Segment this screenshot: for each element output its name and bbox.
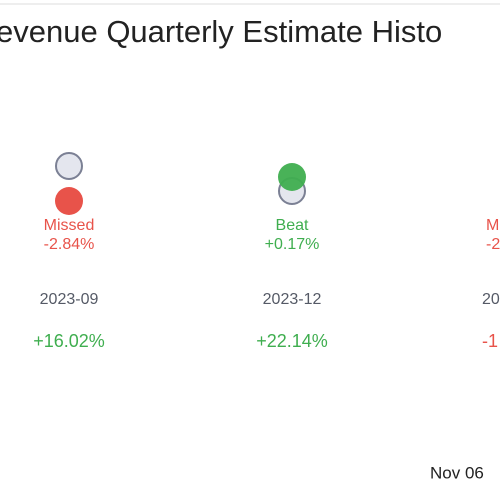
date: 20 — [482, 291, 500, 308]
actual-dot — [55, 187, 83, 215]
date: 2023-12 — [263, 291, 322, 308]
surprise: -2 — [486, 236, 500, 253]
footer-date: Nov 06 — [430, 463, 484, 482]
status: Missed — [44, 217, 95, 234]
change: -1 — [482, 331, 498, 351]
estimate-dot — [55, 152, 83, 180]
change: +16.02% — [33, 331, 105, 351]
actual-dot — [278, 163, 306, 191]
title: evenue Quarterly Estimate Histo — [0, 14, 442, 49]
change: +22.14% — [256, 331, 328, 351]
status: Beat — [276, 217, 309, 234]
surprise: +0.17% — [265, 236, 320, 253]
status: M — [486, 217, 499, 234]
date: 2023-09 — [40, 291, 99, 308]
surprise: -2.84% — [44, 236, 95, 253]
